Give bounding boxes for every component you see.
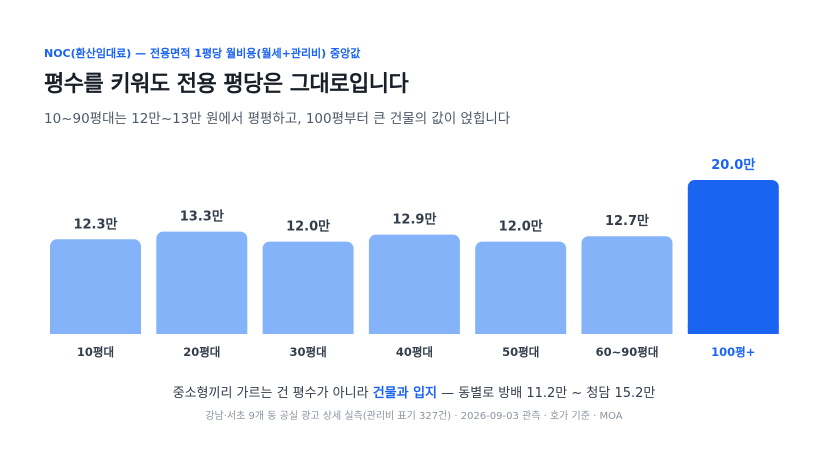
- note-text-after: — 동별로 방배 11.2만 ~ 청담 15.2만: [437, 386, 656, 401]
- bar-5: [581, 236, 673, 334]
- chart-source: 강남·서초 9개 동 공실 광고 상세 실측(관리비 표기 327건) · 20…: [205, 411, 623, 422]
- category-label-0: 10평대: [77, 345, 114, 359]
- category-label-6: 100평+: [711, 345, 755, 359]
- category-label-5: 60~90평대: [596, 345, 659, 359]
- bar-base-2: [262, 326, 354, 334]
- bar-1: [156, 231, 248, 334]
- bar-6: [687, 180, 779, 334]
- value-label-1: 13.3만: [180, 209, 224, 225]
- bar-0: [50, 239, 141, 334]
- note-text-before: 중소형끼리 가르는 건 평수가 아니라: [172, 386, 373, 401]
- bar-base-3: [368, 326, 460, 334]
- bar-3: [368, 234, 460, 334]
- chart-title: 평수를 키워도 전용 평당은 그대로입니다: [44, 72, 409, 97]
- bar-base-4: [475, 326, 567, 334]
- category-label-4: 50평대: [502, 345, 539, 359]
- bar-base-1: [156, 326, 248, 334]
- value-label-4: 12.0만: [499, 219, 543, 235]
- category-label-2: 30평대: [290, 345, 327, 359]
- value-label-3: 12.9만: [392, 212, 436, 228]
- chart-note: 중소형끼리 가르는 건 평수가 아니라 건물과 입지 — 동별로 방배 11.2…: [0, 382, 828, 401]
- value-label-0: 12.3만: [73, 216, 117, 232]
- bar-base-6: [687, 326, 779, 334]
- value-label-5: 12.7만: [605, 213, 649, 229]
- bar-4: [475, 241, 567, 334]
- value-label-6: 20.0만: [711, 157, 755, 173]
- bar-2: [262, 241, 354, 334]
- chart-subtitle: 10~90평대는 12만~13만 원에서 평평하고, 100평부터 큰 건물의 …: [44, 111, 511, 127]
- chart-kicker: NOC(환산임대료) — 전용면적 1평당 월비용(월세+관리비) 중앙값: [44, 47, 361, 60]
- category-label-3: 40평대: [396, 345, 433, 359]
- bar-base-5: [581, 326, 673, 334]
- note-highlight: 건물과 입지: [372, 386, 438, 401]
- category-label-1: 20평대: [183, 345, 220, 359]
- bar-base-0: [50, 326, 141, 334]
- value-label-2: 12.0만: [286, 219, 330, 235]
